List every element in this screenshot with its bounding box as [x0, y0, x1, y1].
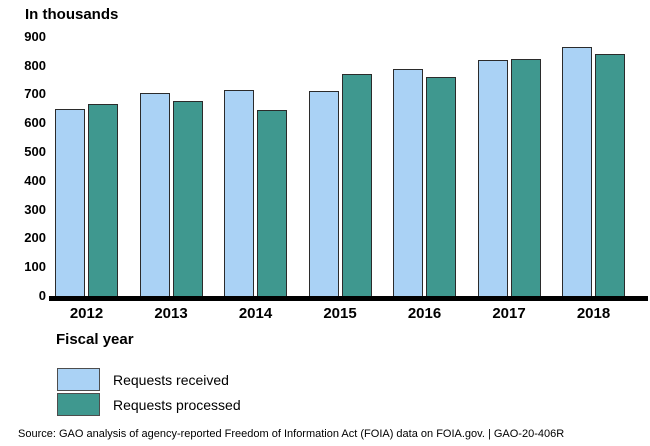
bar-received-2017: [477, 60, 508, 296]
chart-title: In thousands: [25, 6, 119, 23]
y-axis-tick-label: 800: [24, 57, 46, 73]
legend-swatch-processed: [57, 393, 100, 416]
y-axis-tick-label: 0: [38, 288, 46, 303]
bar-processed-2012: [88, 104, 118, 296]
x-axis-label-2018: 2018: [576, 305, 611, 322]
bar-received-2012: [55, 108, 85, 296]
y-axis-tick-label: 300: [24, 201, 46, 217]
x-axis-label-2014: 2014: [238, 305, 273, 322]
y-axis-tick-label: 100: [24, 259, 46, 275]
source-note: Source: GAO analysis of agency-reported …: [18, 428, 565, 440]
bar-received-2014: [224, 90, 254, 296]
legend-label-received: Requests received: [113, 371, 229, 388]
bar-processed-2016: [426, 76, 456, 296]
bar-processed-2015: [341, 74, 372, 296]
y-axis-tick-label: 600: [24, 115, 46, 131]
x-axis-title: Fiscal year: [56, 331, 134, 348]
y-axis-tick-label: 400: [24, 172, 46, 188]
y-axis-tick-label: 700: [24, 86, 46, 102]
legend-item-processed: Requests processed: [57, 393, 241, 416]
x-axis-label-2016: 2016: [407, 305, 442, 322]
legend-label-processed: Requests processed: [113, 396, 241, 413]
legend: Requests received Requests processed: [57, 368, 241, 418]
bar-processed-2014: [257, 109, 287, 296]
bar-processed-2017: [510, 58, 541, 296]
bar-received-2018: [562, 47, 592, 296]
x-axis-label-2015: 2015: [323, 305, 357, 322]
legend-swatch-received: [57, 368, 100, 391]
y-axis-tick-label: 200: [24, 230, 46, 246]
x-axis-label-2012: 2012: [69, 305, 104, 322]
bar-received-2016: [393, 68, 423, 296]
bar-processed-2018: [595, 53, 625, 296]
x-axis-line: [49, 296, 648, 301]
legend-item-received: Requests received: [57, 368, 241, 391]
x-axis-label-2017: 2017: [492, 305, 526, 322]
y-axis-tick-label: 500: [24, 144, 46, 159]
bar-received-2013: [139, 93, 170, 296]
x-axis-label-2013: 2013: [154, 305, 188, 322]
bar-received-2015: [308, 90, 339, 296]
bar-processed-2013: [172, 100, 203, 296]
y-axis-tick-label: 900: [24, 28, 46, 44]
